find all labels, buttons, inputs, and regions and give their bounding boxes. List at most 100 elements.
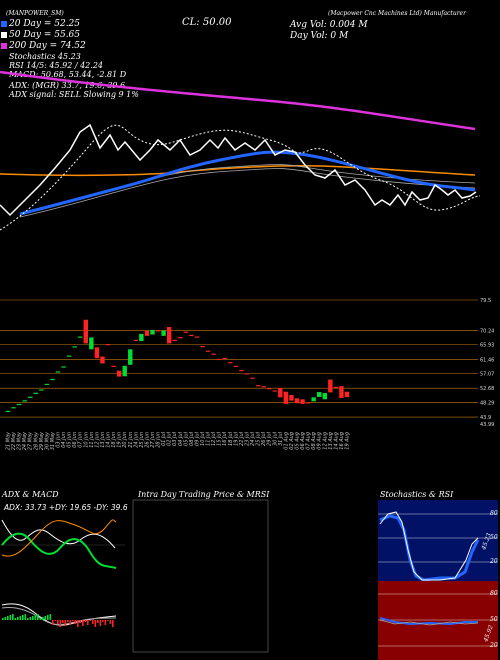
- candle: [294, 398, 300, 404]
- candle: [72, 346, 77, 348]
- macd-histogram-bar: [57, 620, 59, 624]
- candle: [328, 379, 333, 393]
- date-tick-label: 23 Jul: [244, 431, 250, 446]
- candle: [272, 390, 277, 392]
- candle: [239, 370, 244, 372]
- date-tick-label: 21 May: [6, 431, 12, 450]
- date-tick-label: 31 Jul: [278, 431, 284, 446]
- candle: [200, 346, 205, 348]
- intraday-panel: [132, 499, 269, 653]
- price-tick-label: 43.9: [480, 415, 491, 421]
- candle: [155, 330, 161, 332]
- sma20-label: 20 Day = 52.25: [9, 19, 81, 29]
- plus-di-line: [1, 532, 117, 569]
- candle: [211, 353, 216, 355]
- macd-histogram-bar: [44, 616, 47, 620]
- rsi-line: [379, 617, 478, 626]
- date-tick-label: 14 Aug: [333, 432, 339, 450]
- adx-label: ADX: (MGR) 33.7, 19.6, 39.6: [9, 81, 126, 90]
- date-tick-label: 29 Jul: [267, 431, 273, 446]
- price-tick-label: 48.29: [480, 401, 494, 407]
- candle: [66, 355, 72, 357]
- date-tick-label: 26 Jun: [144, 432, 150, 448]
- date-axis: 21 May 22 May 23 May 24 May 27 May 28 May 29 M…: [6, 431, 351, 450]
- candle: [11, 407, 16, 409]
- date-tick-label: 22 May: [11, 431, 17, 450]
- candle: [33, 392, 38, 394]
- date-tick-label: 09 Aug: [317, 432, 323, 450]
- price-tick-label: 61.46: [480, 357, 494, 363]
- candle: [205, 350, 211, 352]
- macd-histogram-bar: [89, 620, 92, 621]
- date-tick-label: 28 May: [33, 431, 39, 450]
- macd-histogram-bar: [59, 620, 62, 627]
- macd-histogram-bar: [79, 620, 82, 623]
- macd-histogram-bar: [37, 614, 39, 620]
- date-tick-label: 12 Jun: [94, 432, 100, 448]
- macd-histogram-bar: [99, 620, 102, 626]
- date-tick-label: 15 Jul: [217, 431, 223, 446]
- macd-histogram-bar: [104, 620, 107, 625]
- macd-histogram-bar: [29, 617, 32, 620]
- date-tick-label: 16 Jul: [222, 431, 228, 446]
- candlestick-panel: [5, 319, 350, 412]
- macd-histogram-bar: [109, 620, 112, 624]
- macd-histogram-bar: [2, 618, 4, 620]
- macd-histogram-bar: [9, 615, 12, 620]
- date-tick-label: 05 Aug: [294, 432, 300, 450]
- candle: [344, 391, 350, 397]
- price-line: [0, 123, 477, 217]
- price-tick-label: 43.99: [480, 422, 494, 428]
- candle: [78, 336, 83, 338]
- close-price: CL: 50.00: [182, 17, 232, 28]
- candle: [39, 389, 44, 391]
- candle: [83, 319, 89, 344]
- date-tick-label: 19 Aug: [345, 432, 351, 450]
- mrsi-line: [379, 619, 479, 626]
- price-tick-label: 79.5: [480, 298, 491, 304]
- candle: [322, 393, 327, 400]
- date-tick-label: 24 May: [22, 431, 28, 450]
- candle: [222, 357, 227, 360]
- candle: [311, 397, 316, 402]
- stoch-tick-80: 80: [490, 510, 498, 517]
- date-tick-label: 16 Aug: [339, 432, 345, 450]
- sma50-label: 50 Day = 55.65: [9, 30, 81, 40]
- macd-histogram-bar: [82, 620, 84, 626]
- macd-histogram-bar: [14, 618, 17, 620]
- candle: [122, 365, 127, 377]
- candle: [283, 391, 289, 404]
- macd-histogram: [2, 614, 114, 627]
- orange-line: [0, 165, 476, 177]
- sma-dashed-line: [0, 124, 481, 231]
- sma50-swatch: [1, 32, 7, 38]
- macd-histogram-bar: [77, 620, 79, 627]
- date-tick-label: 18 Jul: [228, 431, 234, 446]
- date-tick-label: 30 Jul: [272, 431, 278, 446]
- price-tick-label: 65.93: [480, 343, 494, 349]
- date-tick-label: 06 Aug: [300, 432, 306, 450]
- macd-signal-line: [1, 607, 117, 626]
- date-tick-label: 08 Aug: [311, 432, 317, 450]
- date-tick-label: 07 Jun: [78, 432, 84, 448]
- date-tick-label: 27 May: [28, 431, 34, 450]
- sma50-band-2: [19, 168, 476, 218]
- candle: [300, 399, 305, 404]
- candle: [50, 378, 55, 381]
- candle: [255, 385, 261, 387]
- date-tick-label: 01 Jul: [161, 431, 167, 446]
- adx-panel-bg: [1, 500, 125, 660]
- date-tick-label: 10 Jun: [83, 432, 89, 448]
- date-tick-label: 04 Jul: [178, 431, 184, 446]
- macd-histogram-bar: [94, 620, 97, 627]
- date-tick-label: 07 Aug: [306, 432, 312, 450]
- candle: [150, 329, 155, 335]
- candle: [100, 356, 105, 364]
- sma20-line: [19, 150, 476, 216]
- rsi-tick-20: 20: [490, 642, 498, 649]
- macd-histogram-bar: [17, 617, 19, 620]
- date-tick-label: 12 Aug: [322, 432, 328, 450]
- macd-histogram-bar: [32, 616, 34, 620]
- macd-histogram-bar: [69, 620, 72, 625]
